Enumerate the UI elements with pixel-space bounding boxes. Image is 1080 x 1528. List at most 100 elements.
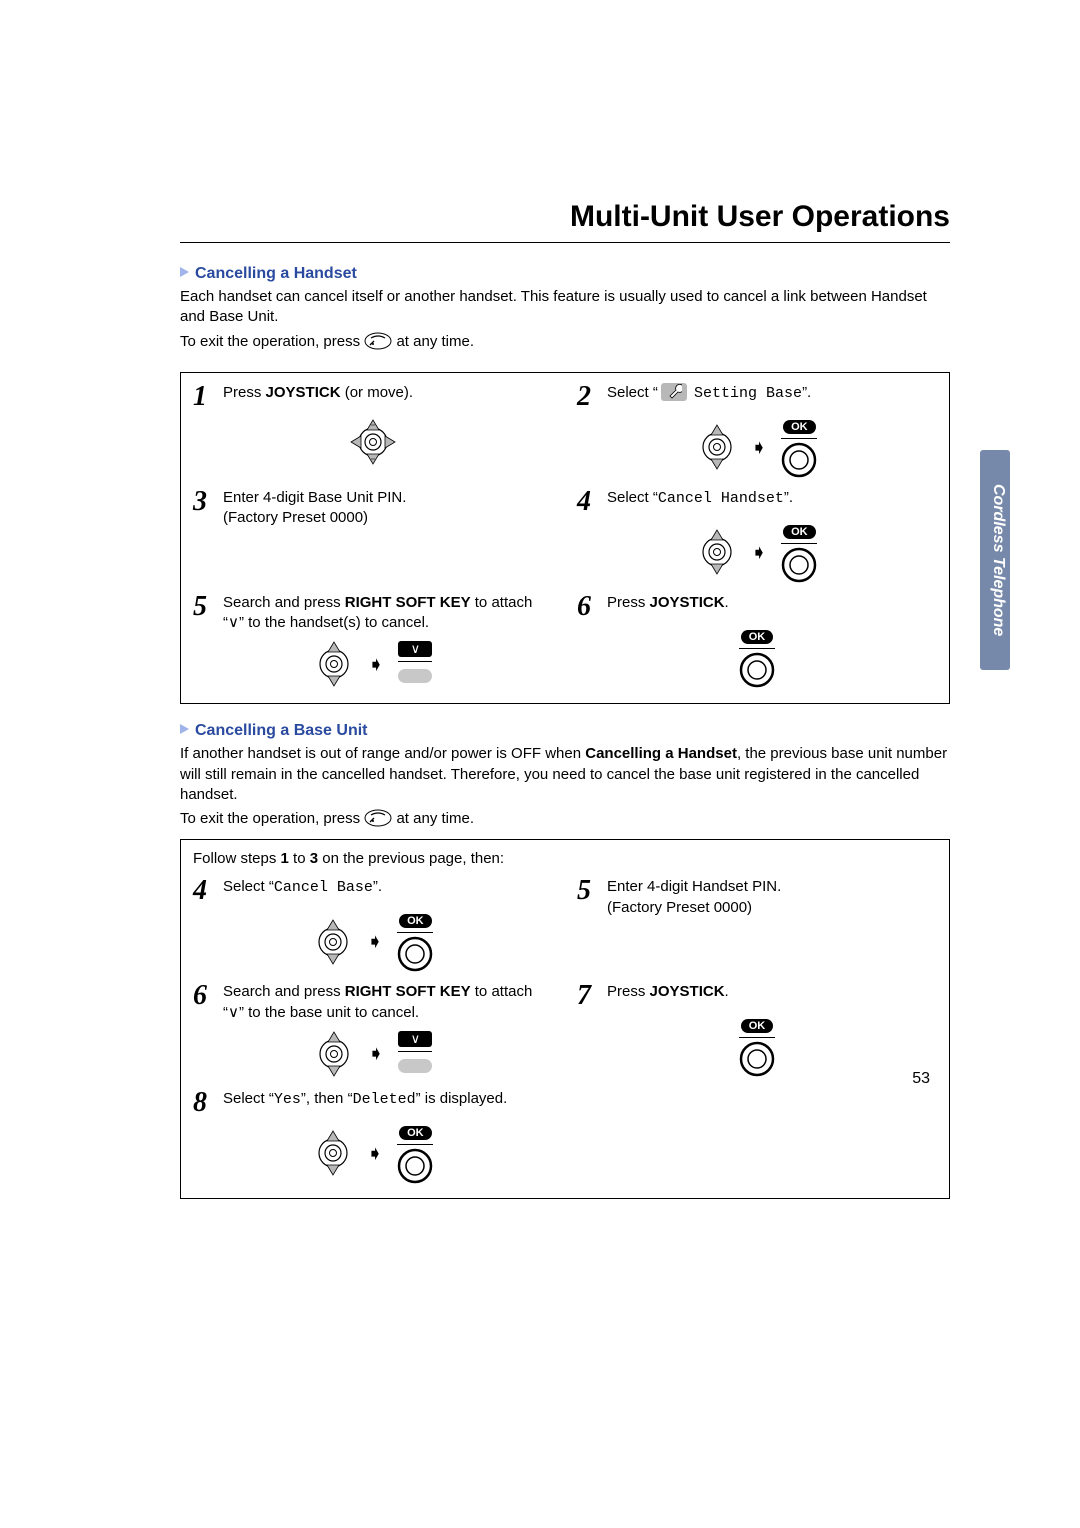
step-1-graphic xyxy=(193,417,553,467)
cancel-key-icon xyxy=(364,332,392,350)
ok-ring-group: OK xyxy=(739,1016,775,1077)
step2-8-text: Select “Yes”, then “Deleted” is displaye… xyxy=(223,1089,507,1110)
step2-6-num: 6 xyxy=(193,982,215,1010)
step-6-graphic: OK xyxy=(577,627,937,688)
title-underline xyxy=(180,242,950,243)
joystick-4way-icon xyxy=(348,417,398,467)
step2-4-c: ”. xyxy=(373,878,382,895)
step-2-graphic: ➧ OK xyxy=(577,417,937,478)
step2-6-text: Search and press RIGHT SOFT KEY to attac… xyxy=(223,982,553,1023)
follow-a: Follow steps xyxy=(193,850,281,867)
arrow-icon: ➧ xyxy=(368,1041,385,1066)
step-5-graphic: ➧ ∨ xyxy=(193,639,553,689)
ok-label: OK xyxy=(783,420,816,434)
ok-label: OK xyxy=(741,1019,774,1033)
step-4-menu: Cancel Handset xyxy=(658,490,784,507)
step-6-text: Press JOYSTICK. xyxy=(607,593,729,613)
section1-p2a: To exit the operation, press xyxy=(180,333,364,350)
step2-7-text: Press JOYSTICK. xyxy=(607,982,729,1002)
section2-p2a: To exit the operation, press xyxy=(180,810,364,827)
section1-p2b: at any time. xyxy=(396,333,474,350)
ok-ring-group: OK xyxy=(739,627,775,688)
step2-5-num: 5 xyxy=(577,877,599,905)
setting-base-icon xyxy=(661,383,687,401)
ok-label: OK xyxy=(741,630,774,644)
step-3-a: Enter 4-digit Base Unit PIN. xyxy=(223,489,406,506)
step-3-b: (Factory Preset 0000) xyxy=(223,509,368,526)
step-6-b: JOYSTICK xyxy=(650,594,725,611)
step2-5: 5 Enter 4-digit Handset PIN. (Factory Pr… xyxy=(577,877,937,918)
step2-8-m2: Deleted xyxy=(353,1091,416,1108)
step-5: 5 Search and press RIGHT SOFT KEY to att… xyxy=(193,593,553,634)
cancel-key-icon xyxy=(364,809,392,827)
section1-steps-box: 1 Press JOYSTICK (or move). 2 Select “ S… xyxy=(180,372,950,705)
page-number: 53 xyxy=(912,1070,930,1088)
section2-p1: If another handset is out of range and/o… xyxy=(180,744,950,805)
side-tab-label: Cordless Telephone xyxy=(983,460,1007,660)
joystick-updown-icon xyxy=(313,917,353,967)
step-2-c: ”. xyxy=(802,384,811,401)
step-6-a: Press xyxy=(607,594,650,611)
step-1: 1 Press JOYSTICK (or move). xyxy=(193,383,553,411)
section2-p1b: Cancelling a Handset xyxy=(585,745,737,762)
step2-8: 8 Select “Yes”, then “Deleted” is displa… xyxy=(193,1089,553,1117)
ok-ring-group: OK xyxy=(397,1123,433,1184)
step-1-text: Press JOYSTICK (or move). xyxy=(223,383,413,403)
step-1-c: (or move). xyxy=(341,384,414,401)
step-4-text: Select “Cancel Handset”. xyxy=(607,488,793,509)
step-5-text: Search and press RIGHT SOFT KEY to attac… xyxy=(223,593,553,634)
softkey-group: ∨ xyxy=(398,640,432,688)
ok-ring-group: OK xyxy=(781,417,817,478)
follow-c: to xyxy=(289,850,310,867)
check-softkey-icon: ∨ xyxy=(398,641,432,657)
step2-7: 7 Press JOYSTICK. xyxy=(577,982,937,1010)
step2-8-m1: Yes xyxy=(274,1091,301,1108)
step2-8-graphic: ➧ OK xyxy=(193,1123,553,1184)
step-6: 6 Press JOYSTICK. xyxy=(577,593,937,621)
section1-p1: Each handset can cancel itself or anothe… xyxy=(180,287,950,328)
step2-7-a: Press xyxy=(607,983,650,1000)
step-4-c: ”. xyxy=(784,489,793,506)
step-3: 3 Enter 4-digit Base Unit PIN. (Factory … xyxy=(193,488,553,529)
ok-ring-group: OK xyxy=(397,911,433,972)
ring-button-icon xyxy=(781,547,817,583)
step2-5-b: (Factory Preset 0000) xyxy=(607,899,752,916)
step2-8-num: 8 xyxy=(193,1089,215,1117)
step2-6-a: Search and press xyxy=(223,983,345,1000)
softkey-group: ∨ xyxy=(398,1030,432,1078)
section2-p2b: at any time. xyxy=(396,810,474,827)
step-5-b: RIGHT SOFT KEY xyxy=(345,594,471,611)
ok-label: OK xyxy=(399,1126,432,1140)
step-4-num: 4 xyxy=(577,488,599,516)
step2-7-graphic: OK xyxy=(577,1016,937,1077)
step2-4-graphic: ➧ OK xyxy=(193,911,553,972)
joystick-updown-icon xyxy=(314,639,354,689)
section2-p1a: If another handset is out of range and/o… xyxy=(180,745,585,762)
step2-5-text: Enter 4-digit Handset PIN. (Factory Pres… xyxy=(607,877,781,918)
ring-button-icon xyxy=(739,652,775,688)
step2-4-text: Select “Cancel Base”. xyxy=(223,877,382,898)
step-6-c: . xyxy=(725,594,729,611)
step-6-num: 6 xyxy=(577,593,599,621)
step-1-num: 1 xyxy=(193,383,215,411)
step-5-num: 5 xyxy=(193,593,215,621)
arrow-icon: ➧ xyxy=(367,929,384,954)
step-2-num: 2 xyxy=(577,383,599,411)
softkey-button-icon xyxy=(398,1059,432,1073)
step-2: 2 Select “ Setting Base”. xyxy=(577,383,937,411)
step2-4: 4 Select “Cancel Base”. xyxy=(193,877,553,905)
arrow-icon: ➧ xyxy=(367,1141,384,1166)
follow-steps-line: Follow steps 1 to 3 on the previous page… xyxy=(193,850,937,867)
follow-d: 3 xyxy=(310,850,318,867)
arrow-icon: ➧ xyxy=(368,652,385,677)
step-4: 4 Select “Cancel Handset”. xyxy=(577,488,937,516)
section2-heading: Cancelling a Base Unit xyxy=(180,722,950,740)
step2-7-b: JOYSTICK xyxy=(650,983,725,1000)
joystick-updown-icon xyxy=(697,422,737,472)
ok-label: OK xyxy=(783,525,816,539)
section2-p2: To exit the operation, press at any time… xyxy=(180,809,950,829)
check-softkey-icon: ∨ xyxy=(398,1031,432,1047)
step2-6-b: RIGHT SOFT KEY xyxy=(345,983,471,1000)
page-title: Multi-Unit User Operations xyxy=(180,200,950,234)
step-2-text: Select “ Setting Base”. xyxy=(607,383,811,404)
